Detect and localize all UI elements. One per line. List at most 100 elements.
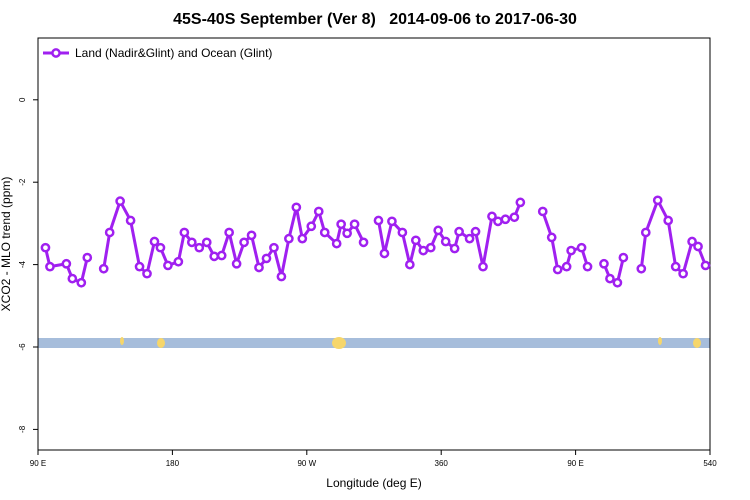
data-point: [67, 273, 78, 284]
data-point: [552, 264, 563, 275]
data-point: [319, 227, 330, 238]
data-point: [134, 261, 145, 272]
x-axis-label: Longitude (deg E): [326, 476, 421, 490]
data-point: [142, 268, 152, 279]
data-point: [358, 237, 369, 248]
data-point: [173, 256, 184, 267]
y-tick-label: 0: [18, 97, 27, 102]
data-point: [179, 227, 190, 238]
data-point: [470, 226, 481, 237]
data-point: [582, 261, 593, 272]
data-point: [493, 216, 503, 227]
data-point: [546, 232, 557, 243]
data-point: [239, 237, 249, 248]
ocean-band: [38, 338, 710, 348]
data-point: [561, 261, 572, 272]
data-point: [155, 242, 166, 253]
x-tick-label: 90 W: [297, 459, 316, 468]
data-point: [663, 215, 674, 226]
data-point: [254, 262, 264, 273]
data-point: [418, 245, 429, 256]
data-point: [209, 251, 220, 262]
data-point: [61, 258, 72, 269]
plot-frame: [37, 37, 711, 451]
data-point: [478, 261, 488, 272]
data-point: [269, 242, 279, 253]
data-point: [149, 236, 160, 247]
x-tick-label: 90 E: [30, 459, 46, 468]
data-point: [104, 227, 115, 238]
data-point: [397, 227, 408, 238]
data-point: [313, 206, 324, 217]
x-tick-label: 90 E: [567, 459, 583, 468]
land-patch: [658, 337, 662, 345]
data-point: [276, 271, 287, 282]
data-point: [284, 233, 294, 244]
y-tick-label: -8: [18, 425, 27, 433]
y-tick-label: -6: [18, 343, 27, 351]
data-point: [652, 195, 663, 206]
data-point: [433, 225, 444, 236]
data-point: [515, 197, 526, 208]
data-point: [246, 230, 257, 241]
data-point: [201, 237, 212, 248]
data-point: [194, 242, 205, 253]
data-point: [700, 260, 711, 271]
data-point: [261, 253, 272, 264]
data-point: [76, 277, 87, 288]
data-point: [454, 226, 464, 237]
data-point: [349, 219, 360, 230]
data-point: [440, 236, 451, 247]
y-tick-label: -2: [18, 178, 27, 186]
x-tick-label: 180: [166, 459, 180, 468]
data-point: [410, 235, 421, 246]
data-point: [291, 202, 302, 213]
data-point: [599, 258, 609, 269]
data-point: [678, 268, 688, 279]
data-point: [331, 238, 342, 249]
x-tick-label: 540: [703, 459, 717, 468]
data-point: [487, 211, 497, 222]
legend-label: Land (Nadir&Glint) and Ocean (Glint): [75, 46, 272, 60]
y-axis-label: XCO2 - MLO trend (ppm): [0, 177, 13, 312]
data-point: [464, 233, 475, 244]
data-point: [693, 241, 703, 252]
land-patch: [157, 338, 165, 348]
data-point: [98, 263, 109, 274]
legend-marker: [51, 48, 61, 58]
data-point: [379, 248, 390, 259]
data-point: [297, 233, 308, 244]
data-point: [640, 227, 651, 238]
x-tick-label: 360: [435, 459, 449, 468]
data-point: [125, 215, 136, 226]
data-point: [612, 277, 623, 288]
surface-strip: [38, 337, 710, 349]
data-point: [342, 228, 352, 239]
data-point: [387, 216, 397, 227]
data-point: [566, 245, 576, 256]
land-patch: [120, 337, 124, 345]
data-point: [186, 237, 197, 248]
data-point: [45, 261, 55, 272]
data-point: [687, 236, 697, 247]
data-point: [306, 221, 317, 232]
data-point: [500, 214, 511, 225]
data-point: [404, 259, 415, 270]
data-point: [618, 252, 629, 263]
data-point: [216, 250, 227, 261]
data-point: [163, 260, 173, 271]
data-point: [537, 206, 548, 217]
data-point: [82, 252, 93, 263]
data-point: [670, 261, 681, 272]
data-point: [576, 242, 587, 253]
data-point: [636, 263, 647, 274]
data-point: [40, 242, 51, 253]
data-point: [231, 258, 242, 269]
data-point: [336, 219, 346, 230]
data-point: [605, 273, 615, 284]
chart-title: 45S-40S September (Ver 8) 2014-09-06 to …: [173, 11, 577, 28]
land-patch: [332, 337, 346, 349]
data-point: [115, 196, 125, 207]
data-point: [373, 215, 384, 226]
